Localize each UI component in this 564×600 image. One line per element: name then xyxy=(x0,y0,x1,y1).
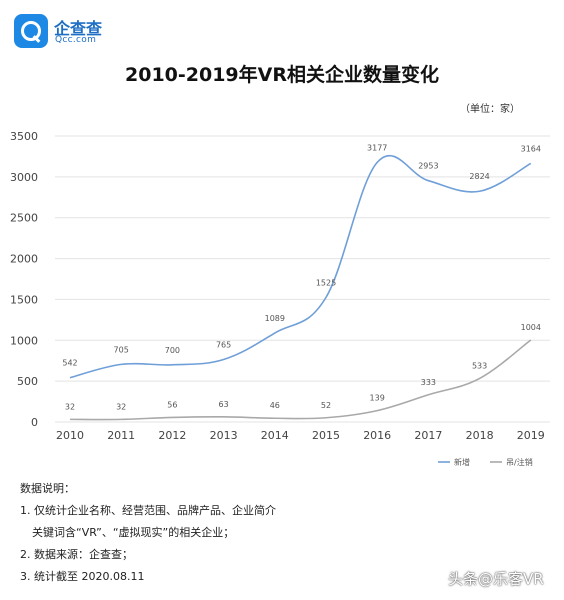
data-label: 52 xyxy=(321,401,331,410)
data-label: 1089 xyxy=(265,314,285,323)
legend-label: 新增 xyxy=(454,457,470,467)
x-tick-label: 2018 xyxy=(466,429,494,442)
data-label: 2824 xyxy=(469,172,489,181)
data-label: 32 xyxy=(65,402,75,411)
data-label: 705 xyxy=(114,345,129,354)
data-label: 63 xyxy=(219,400,229,409)
note-line-3: 3. 统计截至 2020.08.11 xyxy=(20,570,145,583)
watermark: 头条@乐客VR xyxy=(448,570,544,588)
x-tick-label: 2015 xyxy=(312,429,340,442)
y-tick-label: 3000 xyxy=(10,171,38,184)
series-line-1 xyxy=(69,339,532,421)
data-label: 3164 xyxy=(521,144,541,153)
x-tick-label: 2016 xyxy=(363,429,391,442)
data-label: 765 xyxy=(216,340,231,349)
data-label: 333 xyxy=(421,378,436,387)
qcc-logo: 企查查 Qcc.com xyxy=(14,14,124,50)
x-tick-label: 2011 xyxy=(107,429,135,442)
note-line-1: 1. 仅统计企业名称、经营范围、品牌产品、企业简介 xyxy=(20,504,276,517)
x-tick-label: 2012 xyxy=(158,429,186,442)
data-label: 1525 xyxy=(316,278,336,287)
y-tick-label: 2000 xyxy=(10,253,38,266)
y-tick-label: 500 xyxy=(17,375,38,388)
data-label: 46 xyxy=(270,401,280,410)
line-chart: 0 500 1000 1500 2000 2500 3000 3500 2010 2011 2012… xyxy=(10,130,550,467)
series-line-0 xyxy=(69,154,532,379)
chart-title: 2010-2019年VR相关企业数量变化 xyxy=(125,64,439,86)
y-tick-label: 0 xyxy=(31,416,38,429)
y-tick-label: 1000 xyxy=(10,334,38,347)
x-tick-label: 2014 xyxy=(261,429,289,442)
data-label: 3177 xyxy=(367,143,387,152)
data-notes: 数据说明： 1. 仅统计企业名称、经营范围、品牌产品、企业简介 关键词含“VR”… xyxy=(20,478,276,588)
data-label: 533 xyxy=(472,361,487,370)
legend-label: 吊/注销 xyxy=(506,457,533,467)
y-tick-label: 3500 xyxy=(10,130,38,143)
data-label: 1004 xyxy=(521,323,541,332)
x-tick-label: 2013 xyxy=(210,429,238,442)
data-label: 139 xyxy=(370,394,385,403)
data-label: 56 xyxy=(167,400,177,409)
notes-heading: 数据说明： xyxy=(20,482,75,495)
brand-name: 企查查 xyxy=(54,19,103,38)
data-label: 700 xyxy=(165,346,180,355)
y-tick-label: 2500 xyxy=(10,212,38,225)
x-tick-label: 2010 xyxy=(56,429,84,442)
note-line-2: 2. 数据来源：企查查； xyxy=(20,548,133,561)
magnifier-icon xyxy=(14,14,48,48)
x-tick-label: 2019 xyxy=(517,429,545,442)
note-line-1b: 关键词含“VR”、“虚拟现实”的相关企业； xyxy=(32,526,235,539)
data-label: 542 xyxy=(62,359,77,368)
unit-label: （单位：家） xyxy=(460,104,520,115)
x-tick-label: 2017 xyxy=(414,429,442,442)
y-tick-label: 1500 xyxy=(10,293,38,306)
brand-domain: Qcc.com xyxy=(55,35,97,45)
data-label: 32 xyxy=(116,402,126,411)
data-label: 2953 xyxy=(418,162,438,171)
